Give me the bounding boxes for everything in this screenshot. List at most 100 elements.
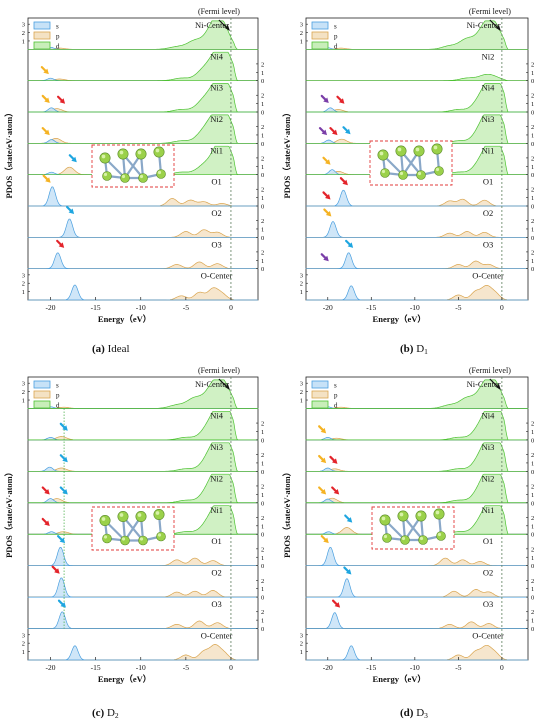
atom (156, 531, 166, 542)
track-label: Ni3 (210, 442, 223, 452)
curve-d-Ni4 (305, 410, 529, 441)
caption-label: D (107, 707, 115, 719)
caption-label: D (416, 343, 424, 355)
marker-arrow (345, 239, 354, 248)
structure-inset (91, 506, 175, 551)
atom (395, 145, 407, 157)
x-tick-label: -15 (366, 303, 376, 312)
tick-label: 2 (261, 61, 264, 68)
legend-swatch-s (33, 380, 51, 389)
panel-caption-a: (a) Ideal (92, 343, 130, 355)
tick-label: 0 (531, 532, 534, 539)
tick-label: 0 (531, 626, 534, 633)
arrow-head (320, 489, 327, 495)
tick-label: 2 (22, 30, 25, 37)
x-tick-label: -5 (183, 303, 189, 312)
tick-label: 0 (531, 141, 534, 148)
marker-arrow (329, 455, 338, 464)
tick-label: 0 (531, 595, 534, 602)
track-scale: 210 (256, 483, 264, 507)
tick-label: 0 (261, 78, 264, 85)
arrow-head (325, 193, 331, 200)
tick-label: 2 (531, 61, 534, 68)
arrow-head (45, 177, 51, 183)
atom-highlight (121, 174, 126, 179)
track-O3: O3 2 10 (27, 239, 264, 273)
x-tick-label: -20 (323, 663, 333, 672)
structure-inset (371, 506, 455, 550)
track-Ni-Center: Ni-Center 321 (300, 20, 529, 50)
tick-label: 0 (261, 141, 264, 148)
track-scale: 210 (526, 93, 534, 117)
track-label: O3 (211, 599, 221, 609)
fermi-label: (Fermi level) (469, 7, 511, 16)
track-label: Ni3 (210, 83, 223, 93)
atom (117, 148, 129, 160)
legend-label-d: d (56, 43, 60, 51)
track-Ni3: Ni3 21 0 (28, 83, 264, 117)
legend-label-p: p (56, 33, 60, 41)
x-tick-label: -15 (366, 663, 376, 672)
track-scale: 210 (526, 452, 534, 476)
tick-label: 1 (531, 492, 534, 499)
track-scale: 210 (526, 515, 534, 539)
x-axis: -20 -15 -10 -5 0 Energy（eV） (323, 657, 504, 684)
atom (377, 149, 389, 161)
legend-label-s: s (334, 23, 337, 31)
curve-d-Ni2 (305, 473, 529, 504)
atom-highlight (101, 517, 106, 521)
track-label: Ni3 (482, 442, 495, 452)
atom-highlight (401, 536, 406, 541)
tick-label: 3 (22, 22, 25, 29)
caption-text: (b) D1 (400, 343, 428, 356)
arrow-head (346, 517, 353, 523)
track-scale: 210 (526, 578, 534, 602)
x-tick-label: -15 (91, 663, 101, 672)
legend-label-p: p (334, 33, 338, 41)
track-scale: 210 (256, 93, 264, 117)
tick-label: 1 (531, 101, 534, 108)
track-Ni2: Ni2 21 0 (27, 114, 264, 148)
track-label: Ni1 (482, 145, 495, 155)
track-O1: O1 21 0 (306, 177, 534, 211)
atom (418, 535, 428, 545)
atom-highlight (139, 174, 144, 179)
atom-highlight (139, 537, 144, 541)
marker-arrow (320, 253, 329, 262)
tick-label: 2 (261, 452, 264, 459)
tick-label: 3 (300, 272, 303, 279)
legend-swatch-p (33, 31, 51, 40)
track-scale: 210 (526, 155, 534, 179)
curve-d-Ni4 (306, 83, 528, 113)
legend-swatch-s (311, 21, 329, 30)
tick-label: 2 (261, 546, 264, 553)
atom (99, 152, 111, 164)
track-O2: O2 21 0 (27, 208, 264, 242)
track-label: O1 (211, 177, 221, 187)
track-scale: 210 (256, 421, 264, 444)
atom-highlight (157, 533, 162, 537)
atom (99, 515, 111, 527)
legend-label-p: p (56, 392, 60, 400)
track-O-Center: O-Center 3 21 (300, 271, 528, 301)
atom-highlight (433, 145, 438, 150)
atom (433, 508, 445, 520)
curve-d-Ni-Center (27, 379, 259, 409)
atom-highlight (419, 536, 424, 541)
caption-label: D (416, 707, 424, 719)
x-tick-label: 0 (500, 663, 504, 672)
arrow-head (62, 425, 68, 431)
legend-swatch-s (311, 380, 329, 389)
legend-swatch-p (33, 390, 51, 399)
curve-s-O1 (306, 189, 528, 207)
arrow-head (325, 211, 332, 217)
track-O1: O1 21 0 (28, 177, 264, 211)
panel-caption-d: (d) D3 (400, 707, 428, 720)
atom (102, 533, 112, 544)
x-axis: -20 -15 -10 -5 0 Energy（eV） (46, 657, 233, 684)
arrow-head (54, 568, 60, 574)
tick-label: 1 (261, 460, 264, 467)
legend-swatch-d (33, 400, 51, 409)
